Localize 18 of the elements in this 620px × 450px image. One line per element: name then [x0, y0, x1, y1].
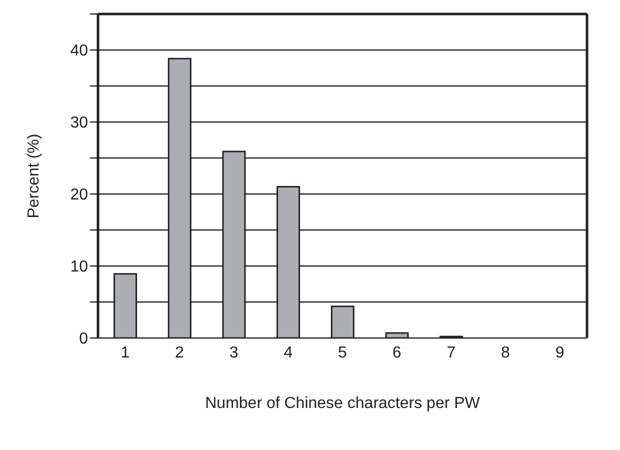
y-tick-label: 30 — [70, 114, 88, 132]
x-tick-label: 2 — [175, 344, 184, 362]
x-tick-label: 8 — [501, 344, 510, 362]
bar — [330, 306, 354, 338]
y-tick-label: 0 — [79, 330, 88, 348]
x-tick-label: 9 — [555, 344, 564, 362]
x-tick-label: 6 — [392, 344, 402, 362]
y-tick-label: 40 — [70, 42, 88, 60]
x-tick-label: 7 — [446, 344, 456, 362]
y-tick-label: 20 — [70, 186, 88, 204]
bar — [385, 332, 409, 338]
x-tick-label: 3 — [229, 344, 238, 362]
x-axis-title: Number of Chinese characters per PW — [205, 395, 481, 412]
y-axis-title: Percent (%) — [26, 134, 43, 218]
x-tick-label: 4 — [284, 344, 293, 362]
x-tick-label: 5 — [338, 344, 348, 362]
x-tick-label: 1 — [120, 344, 130, 362]
y-tick-label: 10 — [70, 258, 88, 276]
